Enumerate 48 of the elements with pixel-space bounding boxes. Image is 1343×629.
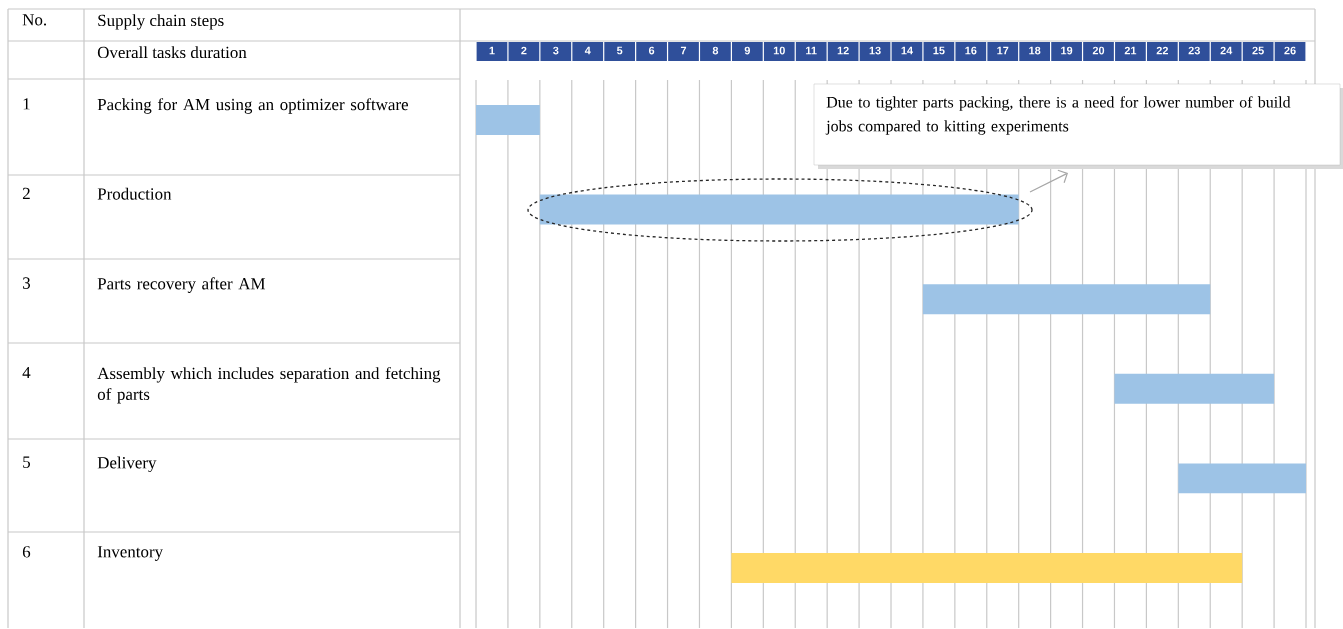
bar [539,194,1019,225]
text: Overall tasks duration [97,46,247,59]
bar [1114,374,1275,404]
text: 6 [22,546,31,558]
x-tick-label: 16 [965,46,977,55]
x-tick-label: 11 [806,46,817,55]
x-tick-label: 2 [521,46,527,55]
x-tick-label: 9 [744,46,750,55]
x-tick-label: 26 [1284,46,1296,55]
x-tick-label: 1 [489,46,495,55]
annotation: Due to tighter parts packing, there is a need for lower number of build jobs compared to kitting experiments [825,96,1291,135]
bar [1178,463,1307,494]
x-tick-label: 3 [553,46,559,55]
text: 2 [22,187,30,200]
x-tick-label: 20 [1092,46,1105,55]
x-tick-label: 4 [584,46,591,55]
bar [731,553,1243,584]
x-tick-label: 22 [1156,46,1169,55]
y-tick-label: Parts recovery after AM [97,277,266,294]
y-tick-label: Production [97,187,172,200]
x-tick-label: 18 [1029,46,1041,55]
x-tick-label: 19 [1061,46,1073,55]
x-tick-label: 14 [901,46,913,55]
x-tick-label: 23 [1188,46,1200,55]
text: 5 [23,456,31,469]
y-tick-label: Packing for AM using an optimizer software [97,98,408,114]
x-tick-label: 24 [1220,46,1233,55]
x-tick-label: 12 [837,46,849,55]
text: 1 [23,98,30,110]
y-tick-label: Delivery [97,456,157,473]
x-tick-label: 10 [773,46,785,55]
x-tick-label: 21 [1124,46,1137,55]
x-tick-label: 15 [933,46,945,55]
y-tick-label: Assembly which includes separation and fetching of parts [97,367,441,404]
y-tick-label: Inventory [97,546,163,562]
text: No. [22,14,47,26]
bar [922,284,1211,315]
bar [476,105,540,136]
x-tick-label: 6 [648,46,655,55]
x-tick-label: 17 [997,46,1009,55]
x-tick-label: 7 [680,46,687,55]
x-tick-label: 13 [869,46,881,55]
text: 4 [22,367,31,379]
text: 3 [23,277,31,289]
x-tick-label: 25 [1252,46,1264,55]
x-tick-label: 5 [616,46,623,55]
x-tick-label: 8 [712,46,719,55]
text: Supply chain steps [98,14,224,30]
